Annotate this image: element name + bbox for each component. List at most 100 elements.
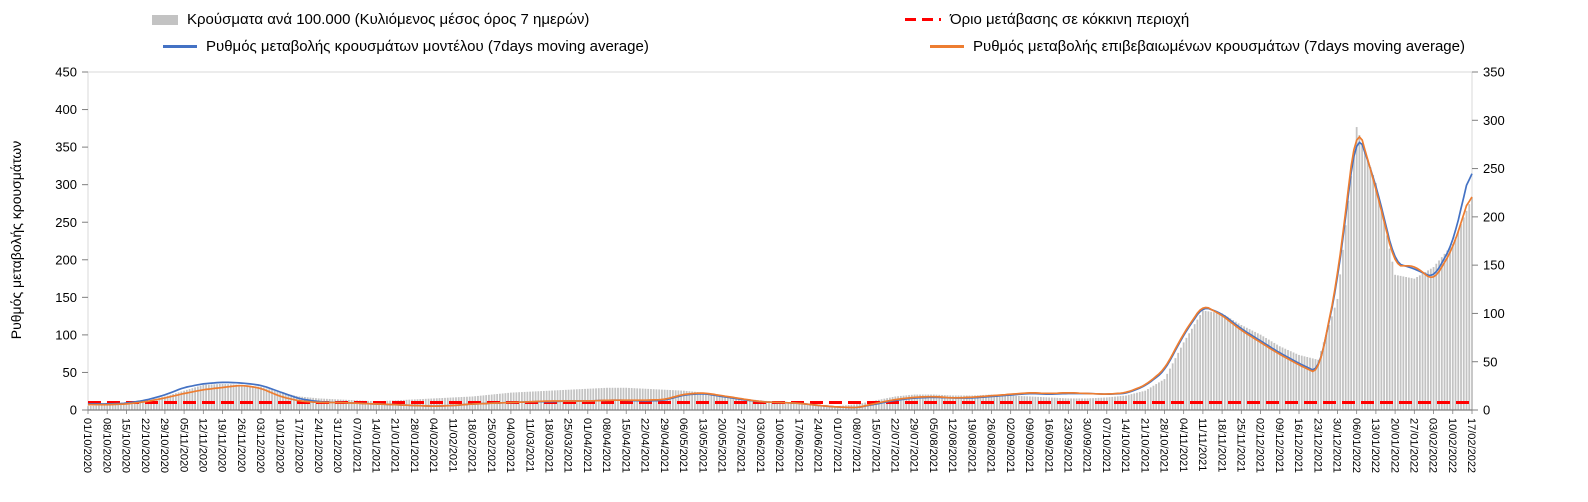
confirmed-line-swatch bbox=[930, 45, 964, 48]
legend-item-model: Ρυθμός μεταβολής κρουσμάτων μοντέλου (7d… bbox=[163, 38, 649, 55]
x-tick-label: 26/11/2020 bbox=[235, 418, 247, 472]
x-tick-label: 20/05/2021 bbox=[715, 418, 727, 473]
x-tick-label: 03/12/2020 bbox=[254, 418, 266, 473]
x-tick-label: 01/07/2021 bbox=[831, 418, 843, 473]
right-tick-label: 0 bbox=[1483, 403, 1490, 418]
x-tick-label: 29/10/2020 bbox=[158, 418, 170, 473]
cases-bar-swatch bbox=[152, 14, 178, 25]
left-tick-label: 400 bbox=[55, 102, 77, 117]
x-tick-label: 17/12/2020 bbox=[293, 418, 305, 473]
left-tick-label: 0 bbox=[70, 403, 77, 418]
x-tick-label: 08/07/2021 bbox=[850, 418, 862, 473]
x-tick-label: 04/03/2021 bbox=[504, 418, 516, 473]
x-tick-label: 29/07/2021 bbox=[908, 418, 920, 473]
left-tick-label: 300 bbox=[55, 177, 77, 192]
x-tick-label: 30/12/2021 bbox=[1331, 418, 1343, 473]
x-tick-label: 26/08/2021 bbox=[985, 418, 997, 473]
x-tick-label: 29/04/2021 bbox=[658, 418, 670, 473]
legend-label-threshold: Όριο μετάβασης σε κόκκινη περιοχή bbox=[950, 11, 1190, 28]
x-tick-label: 16/12/2021 bbox=[1292, 418, 1304, 473]
x-tick-label: 25/11/2021 bbox=[1234, 418, 1246, 472]
x-tick-label: 04/02/2021 bbox=[427, 418, 439, 473]
x-tick-label: 23/09/2021 bbox=[1061, 418, 1073, 473]
left-tick-label: 200 bbox=[55, 252, 77, 267]
x-tick-label: 15/04/2021 bbox=[619, 418, 631, 473]
x-tick-label: 10/12/2020 bbox=[273, 418, 285, 473]
x-tick-label: 05/08/2021 bbox=[927, 418, 939, 473]
left-tick-label: 250 bbox=[55, 215, 77, 230]
x-tick-label: 15/07/2021 bbox=[869, 418, 881, 473]
x-tick-label: 24/06/2021 bbox=[812, 418, 824, 473]
x-tick-label: 05/11/2020 bbox=[177, 418, 189, 472]
x-tick-label: 19/08/2021 bbox=[965, 418, 977, 473]
x-tick-label: 22/07/2021 bbox=[888, 418, 900, 473]
x-tick-label: 18/11/2021 bbox=[1215, 418, 1227, 472]
x-tick-label: 20/01/2022 bbox=[1388, 418, 1400, 473]
right-tick-label: 250 bbox=[1483, 161, 1505, 176]
model-line bbox=[88, 141, 1473, 409]
left-tick-label: 50 bbox=[63, 365, 77, 380]
left-tick-label: 450 bbox=[55, 65, 77, 80]
x-tick-label: 13/01/2022 bbox=[1369, 418, 1381, 473]
x-tick-label: 02/09/2021 bbox=[1004, 418, 1016, 473]
x-tick-label: 07/01/2021 bbox=[350, 418, 362, 473]
x-tick-label: 03/02/2022 bbox=[1427, 418, 1439, 473]
cases-bars bbox=[87, 127, 1473, 411]
x-tick-label: 15/10/2020 bbox=[120, 418, 132, 473]
left-tick-label: 350 bbox=[55, 140, 77, 155]
x-tick-label: 18/03/2021 bbox=[542, 418, 554, 473]
x-tick-label: 06/01/2022 bbox=[1350, 418, 1362, 473]
x-tick-label: 22/04/2021 bbox=[639, 418, 651, 473]
x-tick-label: 14/10/2021 bbox=[1119, 418, 1131, 473]
x-tick-label: 30/09/2021 bbox=[1081, 418, 1093, 473]
x-tick-label: 22/10/2020 bbox=[139, 418, 151, 473]
y-axis-title: Ρυθμός μεταβολής κρουσμάτων bbox=[8, 140, 24, 340]
x-tick-label: 01/10/2020 bbox=[81, 418, 93, 473]
legend-item-threshold: Όριο μετάβασης σε κόκκινη περιοχή bbox=[905, 11, 1189, 28]
legend-label-confirmed: Ρυθμός μεταβολής επιβεβαιωμένων κρουσμάτ… bbox=[973, 38, 1465, 55]
x-tick-label: 25/02/2021 bbox=[485, 418, 497, 473]
x-tick-label: 07/10/2021 bbox=[1100, 418, 1112, 473]
x-tick-label: 27/01/2022 bbox=[1407, 418, 1419, 473]
x-tick-label: 02/12/2021 bbox=[1254, 418, 1266, 473]
left-tick-label: 100 bbox=[55, 327, 77, 342]
x-tick-label: 10/06/2021 bbox=[773, 418, 785, 473]
x-tick-label: 28/10/2021 bbox=[1158, 418, 1170, 473]
right-tick-label: 150 bbox=[1483, 258, 1505, 273]
x-tick-label: 10/02/2022 bbox=[1446, 418, 1458, 473]
x-tick-label: 11/03/2021 bbox=[523, 418, 535, 472]
left-tick-label: 150 bbox=[55, 290, 77, 305]
x-tick-label: 27/05/2021 bbox=[735, 418, 747, 473]
legend-item-cases: Κρούσματα ανά 100.000 (Κυλιόμενος μέσος … bbox=[152, 11, 589, 28]
x-tick-label: 12/11/2020 bbox=[196, 418, 208, 472]
legend-label-cases: Κρούσματα ανά 100.000 (Κυλιόμενος μέσος … bbox=[187, 11, 590, 28]
x-tick-label: 17/06/2021 bbox=[792, 418, 804, 473]
x-tick-label: 28/01/2021 bbox=[408, 418, 420, 473]
x-tick-label: 21/01/2021 bbox=[389, 418, 401, 473]
confirmed-line bbox=[88, 135, 1473, 409]
x-tick-label: 03/06/2021 bbox=[754, 418, 766, 473]
x-tick-label: 11/02/2021 bbox=[446, 418, 458, 472]
x-tick-label: 18/02/2021 bbox=[466, 418, 478, 473]
x-tick-label: 24/12/2020 bbox=[312, 418, 324, 473]
right-tick-label: 100 bbox=[1483, 306, 1505, 321]
x-tick-label: 11/11/2021 bbox=[1196, 418, 1208, 471]
right-tick-label: 50 bbox=[1483, 354, 1497, 369]
x-tick-label: 17/02/2022 bbox=[1465, 418, 1477, 473]
x-tick-label: 01/04/2021 bbox=[581, 418, 593, 473]
model-line-swatch bbox=[163, 45, 197, 48]
legend-label-model: Ρυθμός μεταβολής κρουσμάτων μοντέλου (7d… bbox=[206, 38, 649, 55]
x-tick-label: 25/03/2021 bbox=[562, 418, 574, 473]
right-tick-label: 350 bbox=[1483, 65, 1505, 80]
right-axis-labels: 0 50 100 150 200 250 300 350 bbox=[1472, 65, 1505, 418]
x-tick-label: 31/12/2020 bbox=[331, 418, 343, 473]
x-tick-label: 14/01/2021 bbox=[369, 418, 381, 473]
x-tick-label: 09/09/2021 bbox=[1023, 418, 1035, 473]
x-axis-labels: 01/10/2020 08/10/2020 15/10/2020 22/10/2020… bbox=[81, 410, 1477, 473]
legend-item-confirmed: Ρυθμός μεταβολής επιβεβαιωμένων κρουσμάτ… bbox=[930, 38, 1465, 55]
x-tick-label: 23/12/2021 bbox=[1311, 418, 1323, 473]
right-tick-label: 200 bbox=[1483, 209, 1505, 224]
threshold-dash-swatch bbox=[905, 18, 941, 21]
